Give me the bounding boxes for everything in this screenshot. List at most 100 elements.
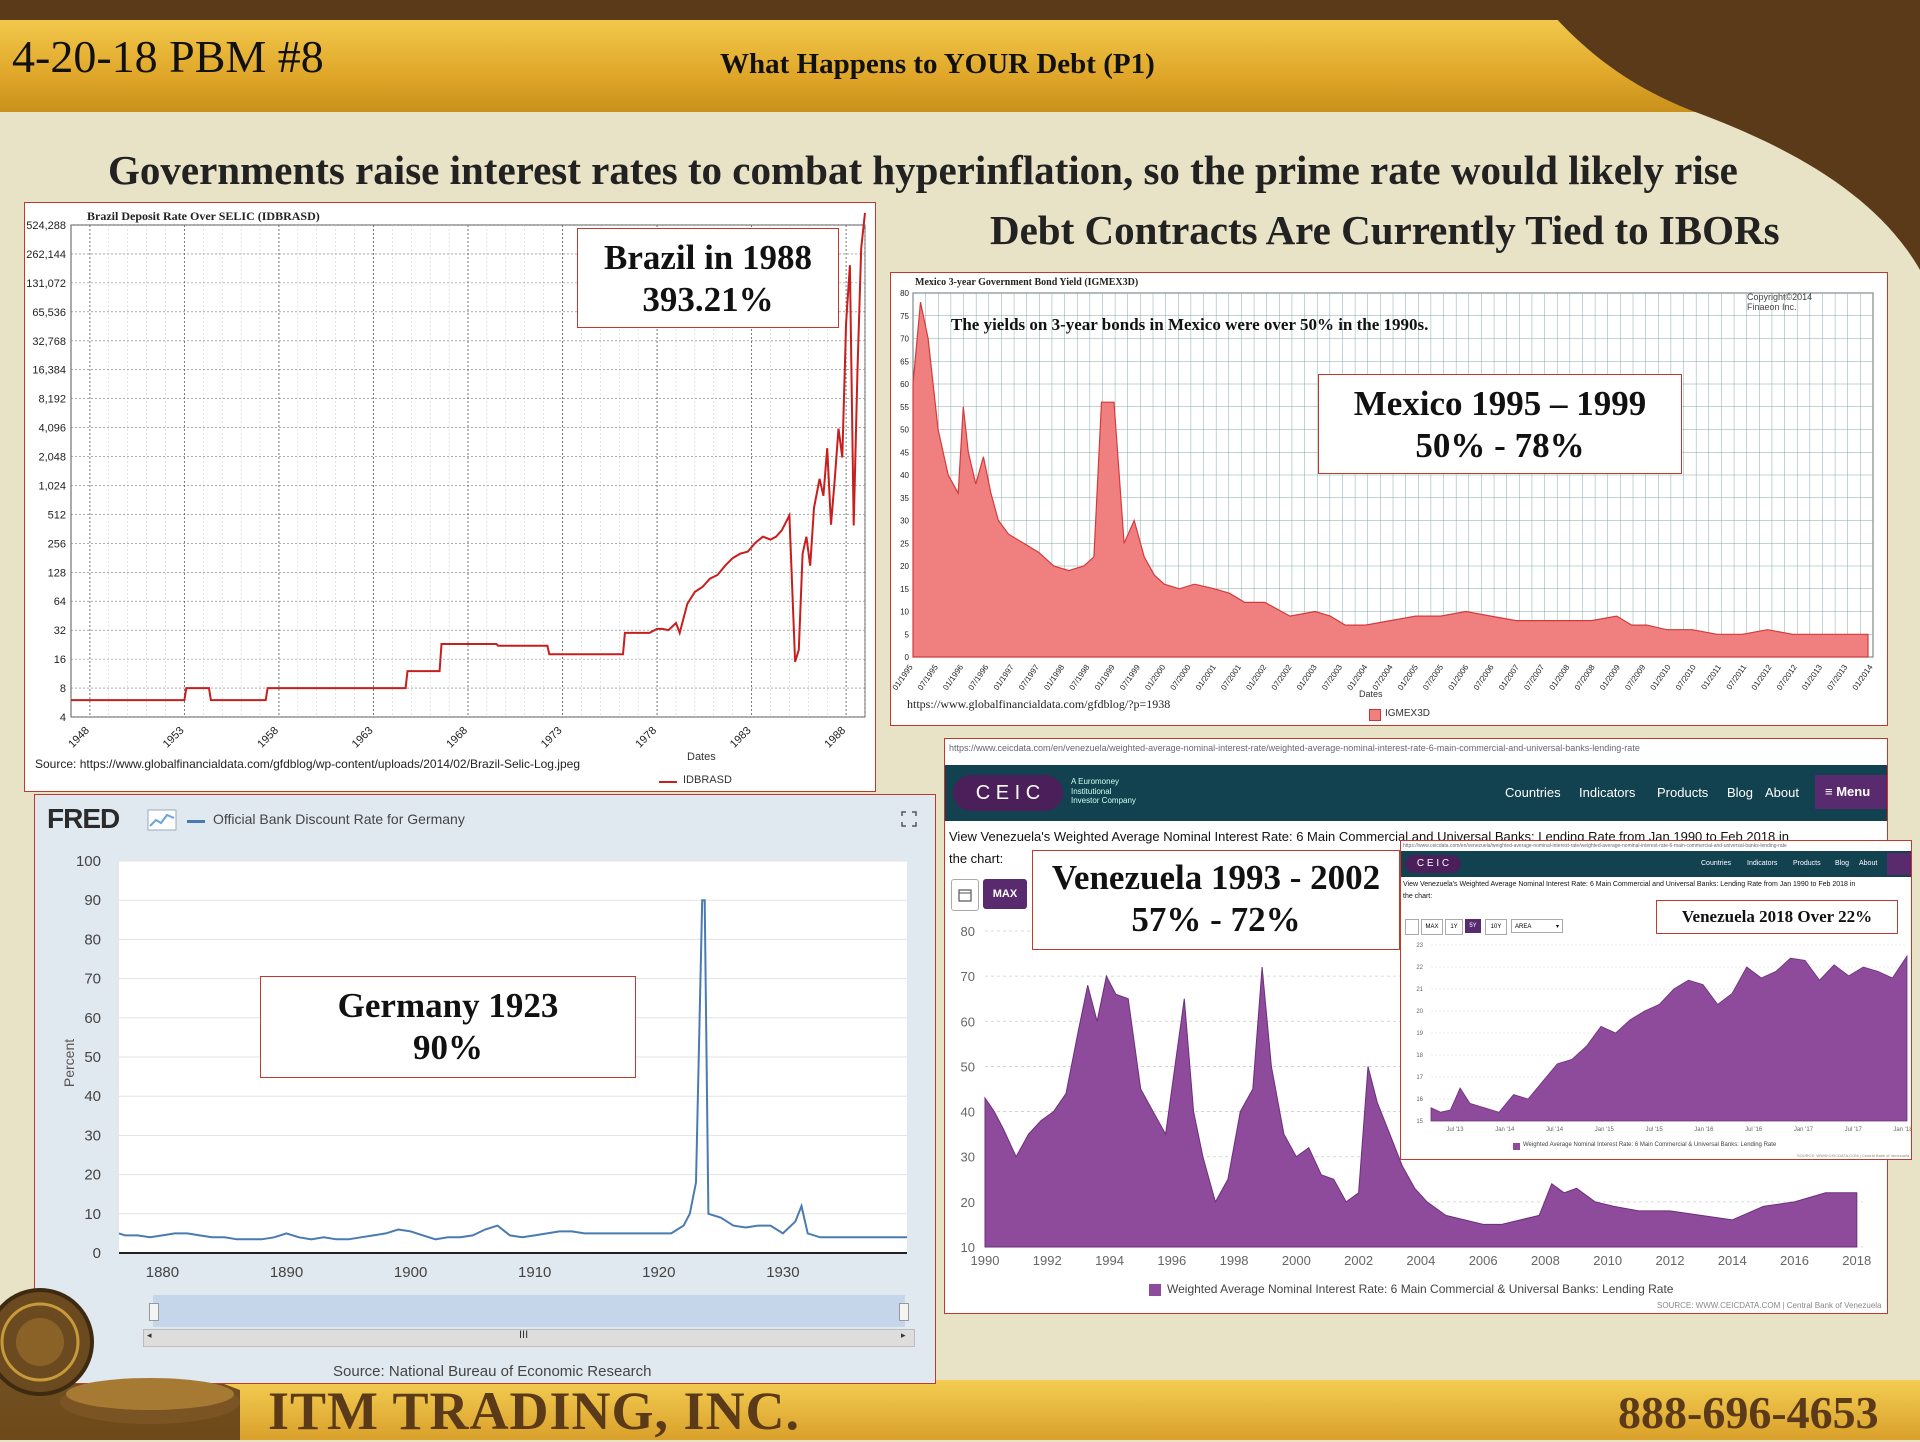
inset-range-max[interactable]: MAX	[1421, 919, 1443, 935]
mexico-x-tick-label: 07/2004	[1371, 663, 1395, 692]
inset-ceic-logo[interactable]: C E I C	[1405, 855, 1461, 873]
mexico-x-tick-label: 01/2003	[1295, 663, 1319, 692]
navigator-scroll-grip[interactable]: III	[519, 1329, 529, 1341]
mexico-x-tick-label: 07/2002	[1270, 663, 1294, 692]
brazil-y-tick-label: 16	[54, 654, 66, 666]
inset-url-bar[interactable]: https://www.ceicdata.com/en/venezuela/we…	[1403, 843, 1787, 849]
mexico-x-tick-label: 01/2013	[1800, 663, 1824, 692]
brazil-x-label: Dates	[687, 751, 716, 763]
mexico-x-tick-label: 01/2010	[1649, 663, 1673, 692]
venezuela-y-tick-label: 10	[961, 1240, 975, 1255]
inset-view-text-line1: View Venezuela's Weighted Average Nomina…	[1403, 881, 1856, 888]
mexico-x-tick-label: 01/2000	[1143, 663, 1167, 692]
mexico-x-tick-label: 07/2005	[1421, 663, 1445, 692]
brazil-y-tick-label: 524,288	[26, 220, 66, 232]
mexico-y-tick-label: 80	[900, 289, 909, 298]
germany-y-label: Percent	[61, 1038, 77, 1088]
mexico-y-tick-label: 20	[900, 562, 909, 571]
inset-menu-button[interactable]	[1887, 853, 1911, 875]
navigator-scrollbar[interactable]	[143, 1329, 915, 1347]
calendar-icon	[958, 889, 972, 902]
germany-y-tick-label: 70	[84, 971, 101, 988]
venezuela-x-tick-label: 1996	[1157, 1253, 1186, 1268]
mexico-x-tick-label: 01/2012	[1750, 663, 1774, 692]
brazil-y-tick-label: 8	[60, 683, 66, 695]
venezuela-callout: Venezuela 1993 - 2002 57% - 72%	[1032, 850, 1400, 950]
inset-y-tick-label: 15	[1416, 1119, 1423, 1125]
mexico-x-tick-label: 01/2007	[1497, 663, 1521, 692]
inset-x-tick-label: Jul '14	[1546, 1127, 1564, 1133]
mexico-callout: Mexico 1995 – 1999 50% - 78%	[1318, 374, 1682, 474]
germany-x-tick-label: 1910	[518, 1264, 551, 1281]
venezuela-y-tick-label: 40	[961, 1105, 975, 1120]
ceic-logo[interactable]: C E I C	[953, 775, 1063, 811]
mexico-copyright-line1: Copyright©2014	[1747, 292, 1813, 302]
footer-phone[interactable]: 888-696-4653	[1618, 1387, 1879, 1438]
ceic-nav-products[interactable]: Products	[1657, 785, 1709, 800]
venezuela-x-tick-label: 2012	[1656, 1253, 1685, 1268]
mexico-x-tick-label: 01/1995	[891, 663, 915, 692]
fullscreen-icon[interactable]	[901, 811, 917, 827]
ceic-nav-about[interactable]: About	[1765, 785, 1799, 800]
venezuela-2018-callout: Venezuela 2018 Over 22%	[1656, 900, 1898, 934]
germany-navigator[interactable]	[153, 1295, 905, 1327]
germany-y-tick-label: 40	[84, 1088, 101, 1105]
ceic-nav-countries[interactable]: Countries	[1505, 785, 1561, 800]
inset-nav-blog[interactable]: Blog	[1835, 860, 1850, 867]
brazil-y-tick-label: 1,024	[38, 480, 66, 492]
mexico-x-tick-label: 01/2001	[1194, 663, 1218, 692]
germany-y-tick-label: 90	[84, 892, 101, 909]
navigator-scroll-left-arrow[interactable]: ◂	[147, 1330, 152, 1340]
venezuela-x-tick-label: 2014	[1718, 1253, 1747, 1268]
mexico-x-tick-label: 01/2011	[1699, 663, 1723, 692]
calendar-button[interactable]	[951, 879, 979, 911]
germany-y-tick-label: 0	[93, 1245, 101, 1262]
venezuela-x-tick-label: 1994	[1095, 1253, 1124, 1268]
navigator-handle-right[interactable]	[899, 1303, 909, 1321]
brazil-y-tick-label: 8,192	[38, 394, 66, 406]
inset-calendar-button[interactable]	[1405, 919, 1419, 935]
inset-legend-label: Weighted Average Nominal Interest Rate: …	[1523, 1142, 1777, 1148]
inset-range-1y[interactable]: 1Y	[1445, 919, 1463, 935]
navigator-scroll-right-arrow[interactable]: ▸	[901, 1330, 906, 1340]
inset-nav-countries[interactable]: Countries	[1701, 860, 1731, 867]
header-date-code: 4-20-18 PBM #8	[12, 31, 324, 82]
brazil-x-tick-label: 1963	[350, 725, 376, 751]
venezuela-x-tick-label: 2002	[1344, 1253, 1373, 1268]
mexico-x-tick-label: 07/1997	[1017, 663, 1041, 692]
inset-nav-products[interactable]: Products	[1793, 860, 1821, 867]
venezuela-x-tick-label: 2010	[1593, 1253, 1622, 1268]
ceic-url-bar[interactable]: https://www.ceicdata.com/en/venezuela/we…	[949, 743, 1640, 753]
mexico-chart-panel: 0 5 10 15 20 25 30 35 40 45 50 55 60 65 70 75 80 01/1995 0…	[890, 272, 1888, 726]
mexico-x-tick-label: 07/2010	[1674, 663, 1698, 692]
germany-x-tick-label: 1890	[270, 1264, 303, 1281]
ceic-tagline: A Euromoney Institutional Investor Compa…	[1071, 777, 1136, 806]
ceic-nav-indicators[interactable]: Indicators	[1579, 785, 1636, 800]
mexico-x-tick-label: 01/2008	[1548, 663, 1572, 692]
ceic-menu-button[interactable]: ≡ Menu	[1815, 775, 1887, 809]
navigator-handle-left[interactable]	[149, 1303, 159, 1321]
inset-nav-indicators[interactable]: Indicators	[1747, 860, 1778, 867]
mexico-x-tick-label: 07/2013	[1825, 663, 1849, 692]
mexico-x-tick-label: 07/1995	[916, 663, 940, 692]
brazil-x-tick-label: 1983	[728, 725, 754, 751]
brazil-callout: Brazil in 1988 393.21%	[577, 228, 839, 328]
inset-range-10y[interactable]: 10Y	[1485, 919, 1507, 935]
venezuela-callout-title: Venezuela 1993 - 2002	[1051, 858, 1381, 897]
inset-chart-type-select[interactable]: AREA ▾	[1511, 919, 1563, 933]
brazil-y-tick-label: 256	[48, 538, 66, 550]
max-range-button[interactable]: MAX	[983, 879, 1027, 909]
venezuela-x-tick-label: 2000	[1282, 1253, 1311, 1268]
brazil-y-tick-label: 65,536	[32, 307, 66, 319]
inset-y-tick-label: 20	[1416, 1009, 1423, 1015]
mexico-x-tick-label: 01/2002	[1244, 663, 1268, 692]
venezuela-y-tick-label: 20	[961, 1195, 975, 1210]
mexico-x-label: Dates	[1359, 689, 1383, 699]
mexico-x-tick-label: 07/1996	[966, 663, 990, 692]
venezuela-x-tick-label: 1998	[1220, 1253, 1249, 1268]
germany-y-tick-label: 80	[84, 931, 101, 948]
inset-range-5y[interactable]: 5Y	[1465, 919, 1481, 933]
ceic-nav-blog[interactable]: Blog	[1727, 785, 1754, 800]
inset-nav-about[interactable]: About	[1859, 860, 1878, 867]
